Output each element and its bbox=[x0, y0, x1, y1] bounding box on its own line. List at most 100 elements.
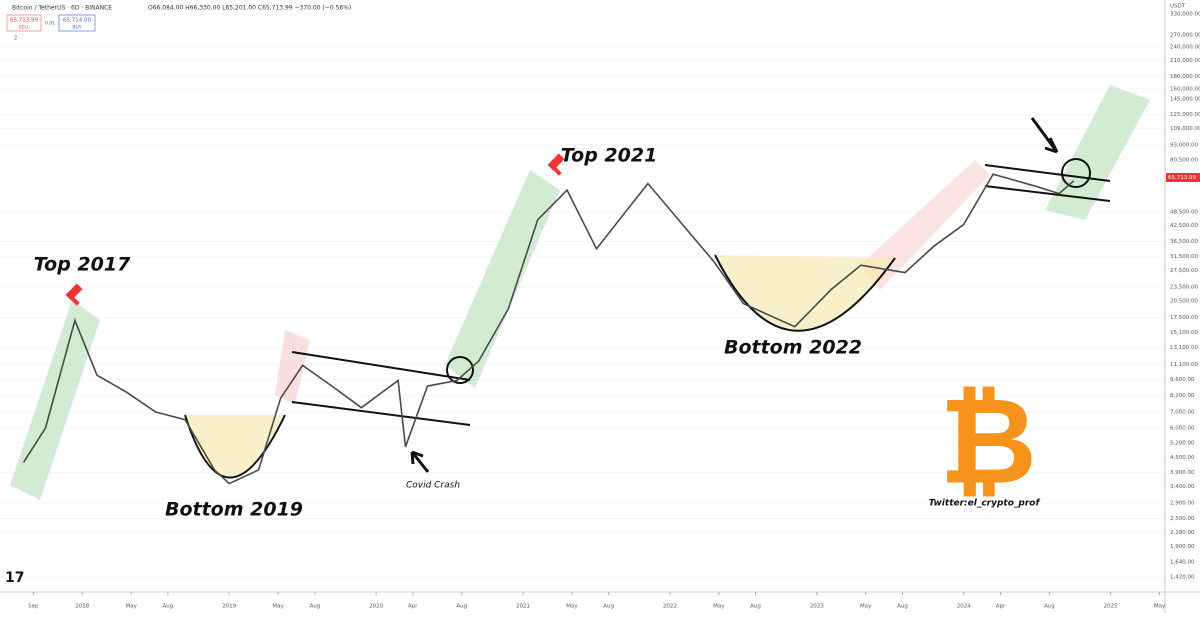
y-tick-label: 80,500.00 bbox=[1170, 157, 1198, 163]
y-tick-label: 11,100.00 bbox=[1170, 362, 1198, 368]
x-tick-label: May bbox=[1154, 604, 1166, 610]
y-tick-label: 8,200.00 bbox=[1170, 393, 1195, 399]
y-tick-label: 6,000.00 bbox=[1170, 425, 1195, 431]
annotation: Bottom 2019 bbox=[165, 499, 303, 521]
y-tick-label: 5,200.00 bbox=[1170, 440, 1195, 446]
hammer-icon bbox=[547, 153, 565, 176]
x-tick-label: May bbox=[713, 604, 725, 610]
x-tick-label: Aug bbox=[163, 604, 174, 610]
y-tick-label: 125,000.00 bbox=[1170, 112, 1200, 118]
last-price-tag bbox=[1166, 173, 1200, 182]
y-tick-label: 93,000.00 bbox=[1170, 142, 1198, 148]
x-tick-label: 2023 bbox=[810, 604, 824, 610]
y-tick-label: 20,500.00 bbox=[1170, 299, 1198, 305]
price-line bbox=[22, 173, 1075, 485]
y-tick-label: 15,100.00 bbox=[1170, 330, 1198, 336]
x-tick-label: 2022 bbox=[663, 604, 677, 610]
y-tick-label: 160,000.00 bbox=[1170, 86, 1200, 92]
hammer-icon bbox=[65, 283, 83, 306]
cup-line bbox=[714, 254, 896, 332]
x-tick-label: Aug bbox=[1044, 604, 1055, 610]
y-tick-label: 240,000.00 bbox=[1170, 44, 1200, 50]
logo: 17 bbox=[5, 570, 24, 586]
y-tick-label: 36,500.00 bbox=[1170, 239, 1198, 245]
spread: 0.01 bbox=[45, 21, 55, 27]
x-tick-label: Aug bbox=[603, 604, 614, 610]
channel-line bbox=[291, 351, 471, 381]
indicator-count[interactable]: 2 bbox=[14, 36, 17, 42]
currency: USDT bbox=[1170, 4, 1186, 10]
buy-price: 65,714.00 bbox=[63, 18, 91, 24]
y-tick-label: 2,900.00 bbox=[1170, 501, 1195, 507]
x-tick-label: Sep bbox=[28, 604, 39, 610]
x-tick-label: 2020 bbox=[369, 604, 383, 610]
sell-button[interactable] bbox=[6, 14, 42, 32]
x-tick-label: 2021 bbox=[516, 604, 530, 610]
annotation: Top 2021 bbox=[561, 145, 658, 167]
x-tick-label: Aug bbox=[456, 604, 467, 610]
y-tick-label: 1,420.00 bbox=[1170, 574, 1195, 580]
sell-price: 65,713.99 bbox=[10, 18, 38, 24]
x-tick-label: May bbox=[566, 604, 578, 610]
y-tick-label: 3,900.00 bbox=[1170, 470, 1195, 476]
breakout-circle bbox=[1061, 158, 1091, 188]
ohlc: O66,084.00 H66,330.00 L65,201.00 C65,713… bbox=[148, 5, 351, 12]
y-tick-label: 9,600.00 bbox=[1170, 377, 1195, 383]
x-tick-label: Apr bbox=[408, 604, 418, 610]
breakout-circle bbox=[446, 356, 474, 384]
arrow bbox=[410, 450, 430, 473]
y-tick-label: 1,640.00 bbox=[1170, 559, 1195, 565]
y-tick-label: 180,000.00 bbox=[1170, 74, 1200, 80]
annotation: Bottom 2022 bbox=[724, 337, 862, 359]
y-tick-label: 4,500.00 bbox=[1170, 455, 1195, 461]
x-tick-label: 2019 bbox=[222, 604, 236, 610]
last-price: 65,713.99 bbox=[1168, 175, 1196, 181]
x-tick-label: May bbox=[860, 604, 872, 610]
x-tick-label: 2018 bbox=[75, 604, 89, 610]
y-tick-label: 1,900.00 bbox=[1170, 544, 1195, 550]
downtrend-zone bbox=[860, 160, 990, 290]
y-tick-label: 42,500.00 bbox=[1170, 223, 1198, 229]
uptrend-zone bbox=[445, 170, 560, 388]
y-tick-label: 270,000.00 bbox=[1170, 32, 1200, 38]
channel-line bbox=[291, 401, 471, 426]
y-tick-label: 27,500.00 bbox=[1170, 268, 1198, 274]
y-tick-label: 13,100.00 bbox=[1170, 345, 1198, 351]
y-tick-label: 48,500.00 bbox=[1170, 210, 1198, 216]
x-tick-label: Aug bbox=[897, 604, 908, 610]
x-tick-label: 2025 bbox=[1104, 604, 1118, 610]
uptrend-zone bbox=[10, 300, 100, 500]
symbol: Bitcoin / TetherUS · 6D · BINANCE bbox=[12, 5, 112, 12]
arrow bbox=[1030, 117, 1059, 154]
y-tick-label: 2,180.00 bbox=[1170, 530, 1195, 536]
y-tick-label: 3,400.00 bbox=[1170, 484, 1195, 490]
x-tick-label: Apr bbox=[996, 604, 1006, 610]
x-tick-label: Aug bbox=[750, 604, 761, 610]
channel-line bbox=[984, 185, 1111, 202]
y-tick-label: 210,000.00 bbox=[1170, 58, 1200, 64]
sell-label: SELL bbox=[19, 25, 30, 31]
y-tick-label: 109,000.00 bbox=[1170, 126, 1200, 132]
bitcoin-logo: ₿ bbox=[939, 373, 1037, 512]
y-tick-label: 31,500.00 bbox=[1170, 254, 1198, 260]
annotation: Covid Crash bbox=[406, 481, 460, 491]
x-tick-label: May bbox=[126, 604, 138, 610]
downtrend-zone bbox=[275, 330, 310, 405]
buy-label: BUY bbox=[72, 25, 81, 31]
cup-line bbox=[184, 414, 286, 479]
y-tick-label: 17,500.00 bbox=[1170, 315, 1198, 321]
y-tick-label: 23,500.00 bbox=[1170, 284, 1198, 290]
x-tick-label: May bbox=[272, 604, 284, 610]
watermark: Twitter:el_crypto_prof bbox=[929, 499, 1041, 509]
annotation: Top 2017 bbox=[34, 254, 131, 276]
y-tick-label: 145,000.00 bbox=[1170, 96, 1200, 102]
x-tick-label: Aug bbox=[309, 604, 320, 610]
y-tick-label: 330,000.00 bbox=[1170, 12, 1200, 18]
y-tick-label: 2,500.00 bbox=[1170, 516, 1195, 522]
x-tick-label: 2024 bbox=[957, 604, 971, 610]
y-tick-label: 7,000.00 bbox=[1170, 410, 1195, 416]
buy-button[interactable] bbox=[58, 14, 96, 32]
